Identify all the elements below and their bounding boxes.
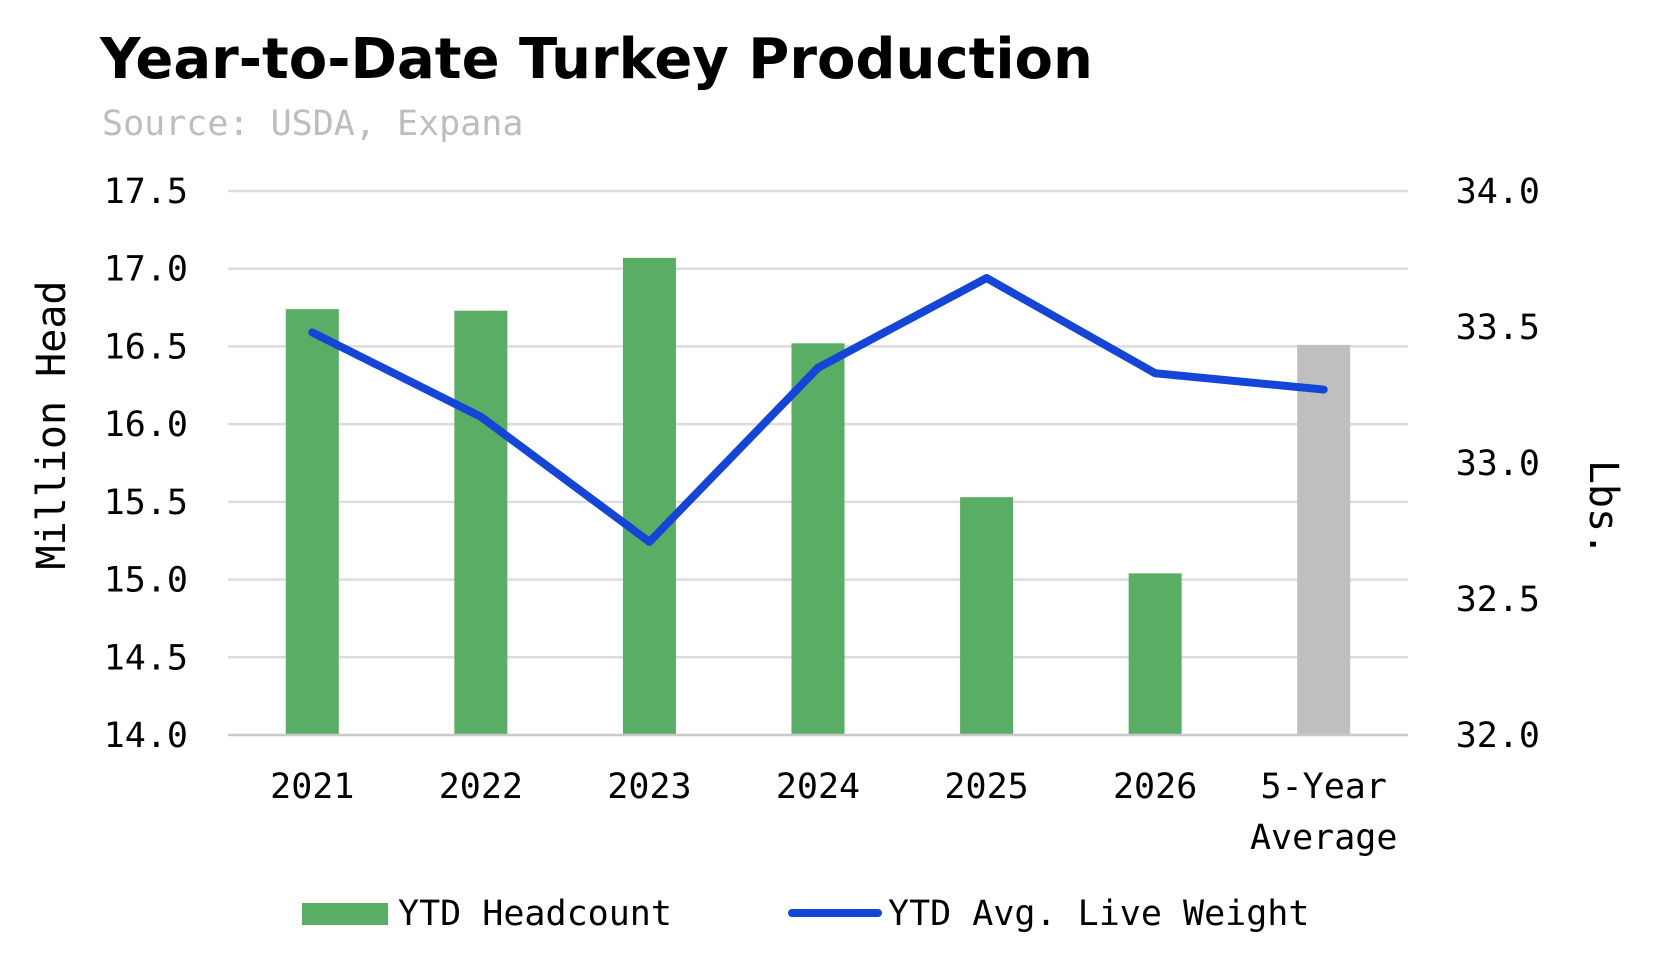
bar-2023 <box>622 257 676 735</box>
right-tick-label: 33.0 <box>1456 444 1540 484</box>
bar-series <box>285 257 1351 735</box>
bar-2024 <box>791 343 845 735</box>
right-tick-label: 33.5 <box>1456 308 1540 348</box>
right-tick-label: 34.0 <box>1456 172 1540 212</box>
x-tick-label: 2022 <box>439 767 523 807</box>
line-series <box>308 274 1328 546</box>
right-tick-label: 32.0 <box>1456 716 1540 756</box>
left-axis-title: Million Head <box>29 281 75 570</box>
left-tick-label: 15.5 <box>104 483 188 523</box>
bar-2025 <box>960 497 1014 735</box>
left-tick-label: 17.0 <box>104 250 188 290</box>
bar-5-year-average <box>1297 344 1351 735</box>
left-tick-label: 15.0 <box>104 561 188 601</box>
x-tick-label: 5-Year Average <box>1250 767 1398 858</box>
right-axis-ticks: 32.0 32.5 33.0 33.5 34.0 <box>1456 172 1540 756</box>
bar-2022 <box>454 310 508 735</box>
left-tick-label: 16.5 <box>104 327 188 367</box>
bar-2021 <box>285 309 339 735</box>
x-axis-ticks: 2021 2022 2023 2024 2025 2026 5-Year Average <box>270 767 1397 858</box>
x-tick-label: 2021 <box>270 767 354 807</box>
legend-label-live-weight: YTD Avg. Live Weight <box>888 894 1309 934</box>
x-tick-label: 2024 <box>776 767 860 807</box>
left-tick-label: 17.5 <box>104 172 188 212</box>
x-tick-label: 2023 <box>607 767 691 807</box>
x-tick-label: 2026 <box>1113 767 1197 807</box>
chart-subtitle: Source: USDA, Expana <box>102 104 523 144</box>
left-tick-label: 16.0 <box>104 405 188 445</box>
legend-label-headcount: YTD Headcount <box>398 894 672 934</box>
bar-2026 <box>1128 573 1182 735</box>
legend: YTD Headcount YTD Avg. Live Weight <box>302 894 1309 934</box>
live-weight-line <box>308 274 1328 546</box>
legend-swatch-headcount <box>302 903 388 925</box>
left-tick-label: 14.5 <box>104 638 188 678</box>
left-tick-label: 14.0 <box>104 716 188 756</box>
left-axis-ticks: 14.0 14.5 15.0 15.5 16.0 16.5 17.0 17.5 <box>104 172 188 756</box>
chart-title: Year-to-Date Turkey Production <box>99 27 1093 92</box>
right-tick-label: 32.5 <box>1456 580 1540 620</box>
right-axis-title: Lbs. <box>1580 460 1626 556</box>
x-tick-label: 2025 <box>944 767 1028 807</box>
